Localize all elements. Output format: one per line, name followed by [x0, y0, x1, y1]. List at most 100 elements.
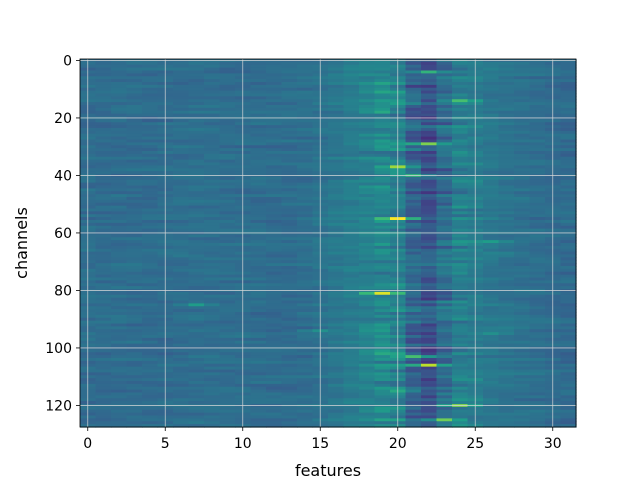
heatmap-cell [204, 409, 221, 414]
heatmap-cell [204, 162, 221, 166]
heatmap-cell [111, 171, 128, 175]
heatmap-cell [173, 222, 190, 227]
heatmap-cell [266, 274, 283, 279]
heatmap-cell [421, 208, 438, 212]
heatmap-cell [126, 99, 143, 103]
heatmap-cell [405, 234, 422, 238]
heatmap-cell [95, 297, 112, 302]
heatmap-cell [374, 280, 391, 284]
heatmap-cell [188, 136, 205, 141]
heatmap-cell [111, 286, 128, 290]
heatmap-cell [281, 369, 298, 373]
heatmap-cell [343, 64, 360, 69]
heatmap-cell [436, 398, 453, 402]
heatmap-cell [452, 128, 469, 132]
heatmap-cell [405, 237, 422, 241]
heatmap-cell [359, 378, 376, 382]
heatmap-cell [95, 326, 112, 330]
heatmap-cell [281, 254, 298, 258]
heatmap-cell [436, 73, 453, 77]
heatmap-cell [126, 251, 143, 256]
heatmap-cell [126, 314, 143, 319]
heatmap-cell [374, 185, 391, 189]
heatmap-cell [343, 110, 360, 115]
heatmap-cell [126, 136, 143, 141]
heatmap-cell [250, 297, 267, 302]
heatmap-cell [111, 421, 128, 425]
heatmap-cell [266, 257, 283, 261]
heatmap-cell [219, 182, 236, 187]
heatmap-cell [266, 251, 283, 256]
heatmap-cell [111, 151, 128, 155]
heatmap-cell [250, 171, 267, 175]
heatmap-cell [219, 326, 236, 330]
heatmap-cell [452, 406, 469, 411]
heatmap-cell [452, 291, 469, 296]
heatmap-cell [483, 421, 500, 425]
heatmap-cell [126, 329, 143, 333]
heatmap-cell [297, 182, 314, 187]
heatmap-cell [126, 225, 143, 230]
heatmap-cell [95, 398, 112, 402]
heatmap-cell [250, 257, 267, 261]
heatmap-cell [173, 93, 190, 97]
heatmap-cell [343, 208, 360, 212]
heatmap-cell [111, 263, 128, 267]
heatmap-cell [188, 79, 205, 83]
plot-frame [79, 58, 577, 428]
heatmap-cell [421, 326, 438, 330]
heatmap-cell [498, 87, 515, 92]
heatmap-cell [219, 352, 236, 356]
heatmap-cell [126, 257, 143, 261]
heatmap-cell [560, 326, 577, 330]
heatmap-cell [297, 225, 314, 230]
heatmap-cell [142, 130, 159, 135]
heatmap-cell [483, 335, 500, 339]
heatmap-cell [250, 349, 267, 353]
heatmap-cell [281, 136, 298, 141]
heatmap-cell [266, 136, 283, 141]
heatmap-cell [343, 375, 360, 379]
heatmap-cell [219, 248, 236, 253]
heatmap-cell [452, 323, 469, 327]
heatmap-cell [436, 96, 453, 100]
heatmap-cell [483, 61, 500, 66]
heatmap-cell [436, 309, 453, 313]
heatmap-cell [95, 136, 112, 141]
heatmap-cell [281, 133, 298, 138]
heatmap-cell [126, 93, 143, 97]
heatmap-cell [204, 61, 221, 66]
heatmap-cell [281, 389, 298, 394]
heatmap-cell [514, 110, 531, 115]
heatmap-cell [343, 194, 360, 198]
heatmap-cell [219, 217, 236, 221]
heatmap-cell [188, 421, 205, 425]
heatmap-cell [219, 283, 236, 287]
heatmap-cell [421, 294, 438, 299]
heatmap-cell [126, 300, 143, 304]
heatmap-cell [204, 248, 221, 253]
heatmap-cell [514, 389, 531, 394]
heatmap-cell [328, 418, 345, 422]
heatmap-cell [95, 248, 112, 253]
heatmap-cell [173, 148, 190, 152]
heatmap-cell [173, 64, 190, 69]
heatmap-cell [219, 277, 236, 281]
heatmap-cell [297, 251, 314, 256]
heatmap-cell [421, 378, 438, 382]
heatmap-cell [514, 105, 531, 109]
heatmap-cell [95, 73, 112, 77]
heatmap-cell [436, 197, 453, 201]
heatmap-cell [142, 360, 159, 365]
heatmap-cell [374, 197, 391, 201]
heatmap-cell [142, 245, 159, 250]
heatmap-cell [219, 383, 236, 388]
heatmap-cell [111, 105, 128, 109]
heatmap-cell [452, 260, 469, 264]
heatmap-cell [514, 260, 531, 264]
heatmap-cell [188, 64, 205, 69]
heatmap-cell [95, 194, 112, 198]
heatmap-cell [188, 159, 205, 164]
heatmap-cell [126, 202, 143, 207]
heatmap-cell [297, 309, 314, 313]
